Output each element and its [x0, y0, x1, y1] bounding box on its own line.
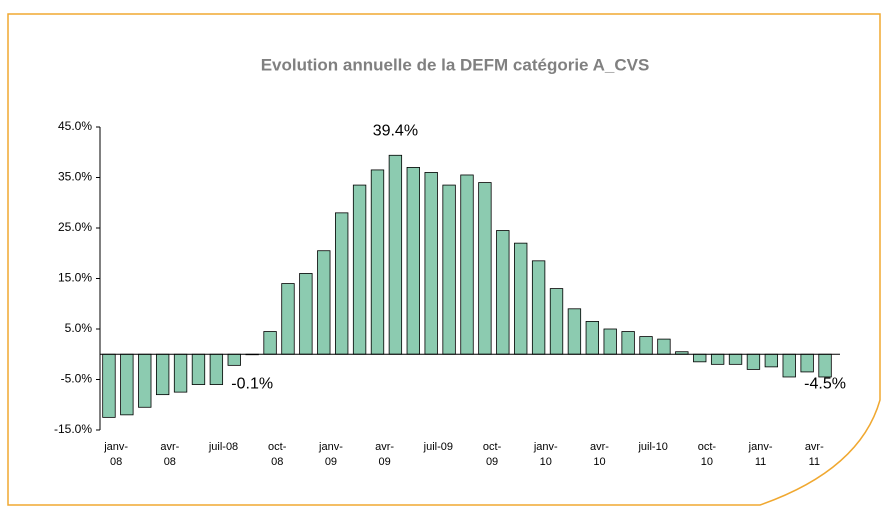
y-tick-label: -15.0%	[54, 422, 92, 436]
x-tick-label: avr-09	[375, 441, 395, 468]
bar	[102, 353, 116, 418]
bar	[370, 169, 385, 355]
data-label: 39.4%	[373, 122, 418, 139]
bar	[764, 353, 779, 368]
bar	[460, 174, 474, 355]
y-tick-label: -5.0%	[61, 372, 93, 386]
bar	[173, 353, 188, 393]
bar	[549, 288, 564, 355]
bar	[352, 184, 367, 355]
data-label: -4.5%	[804, 375, 846, 392]
x-tick-label: juil-08	[208, 441, 239, 453]
y-tick-label: 5.0%	[65, 321, 93, 335]
x-tick-label: janv-09	[319, 441, 343, 468]
data-label: -0.1%	[231, 375, 273, 392]
bar	[209, 353, 224, 385]
bar	[335, 212, 349, 355]
y-tick-label: 35.0%	[58, 170, 92, 184]
x-tick-label: janv-11	[748, 441, 773, 468]
bar	[800, 353, 814, 373]
bar	[227, 353, 241, 366]
y-tick-label: 25.0%	[58, 220, 92, 234]
x-tick-label: avr-10	[589, 441, 609, 468]
x-tick-label: avr-11	[804, 441, 824, 468]
bar	[728, 353, 743, 365]
bar	[388, 154, 403, 355]
bar	[442, 184, 456, 355]
bar	[657, 338, 671, 355]
bar	[621, 331, 635, 355]
chart-title: Evolution annuelle de la DEFM catégorie …	[261, 55, 650, 74]
bar	[281, 283, 295, 355]
bar	[478, 182, 492, 355]
bar	[317, 250, 331, 355]
bar	[746, 353, 761, 370]
x-tick-label: oct-08	[268, 441, 287, 468]
y-tick-label: 45.0%	[58, 119, 92, 133]
x-tick-label: avr-08	[160, 441, 180, 468]
bar	[693, 353, 707, 363]
bar	[299, 273, 313, 355]
x-tick-label: janv-10	[533, 441, 558, 468]
bar	[782, 353, 796, 378]
bar	[155, 353, 170, 396]
bar	[818, 353, 832, 378]
x-tick-label: juil-10	[638, 441, 668, 453]
bar	[424, 172, 438, 355]
bar	[710, 353, 725, 365]
x-tick-label: oct-09	[482, 441, 502, 468]
bar	[603, 328, 617, 355]
bar	[120, 353, 134, 416]
bar	[514, 242, 528, 355]
x-tick-label: janv-08	[104, 441, 129, 468]
bar	[191, 353, 206, 385]
x-tick-label: oct-10	[697, 441, 717, 468]
bar	[263, 331, 277, 355]
bar	[138, 353, 152, 408]
x-tick-label: juil-09	[423, 441, 454, 453]
bar	[496, 230, 510, 355]
bar	[531, 260, 546, 355]
bar	[567, 308, 582, 355]
bar	[639, 336, 653, 355]
bar	[585, 321, 599, 355]
y-tick-label: 15.0%	[58, 271, 92, 285]
bar	[406, 166, 420, 355]
